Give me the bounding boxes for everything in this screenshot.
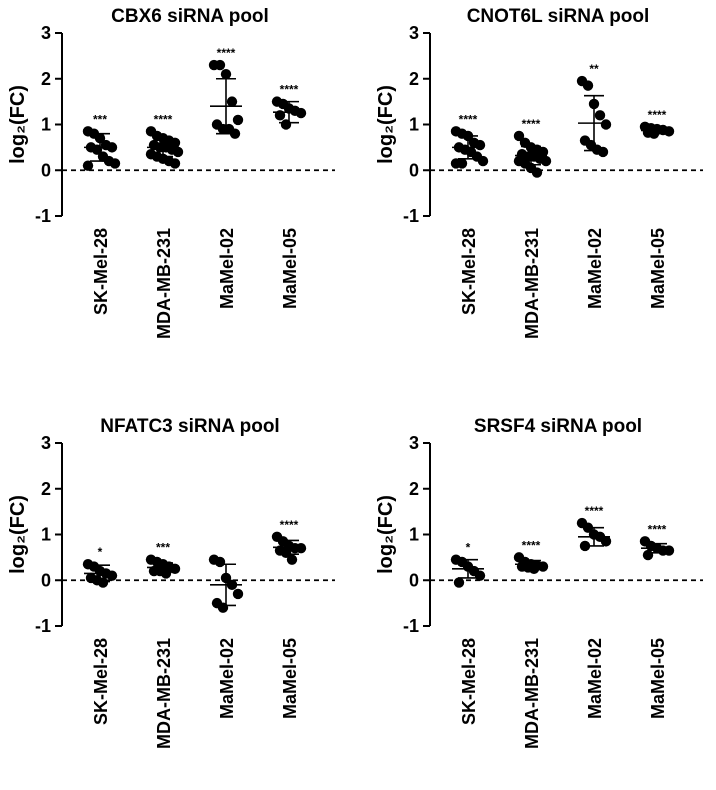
y-tick-label: 0 <box>41 570 51 590</box>
data-point <box>597 146 609 158</box>
data-point <box>232 588 244 600</box>
x-tick-label: MaMel-02 <box>217 228 237 309</box>
significance-label: *** <box>93 112 107 126</box>
y-tick-label: 0 <box>409 570 419 590</box>
y-tick-label: 2 <box>409 69 419 89</box>
panel-title: SRSF4 siRNA pool <box>474 416 642 437</box>
y-tick-label: 1 <box>409 115 419 135</box>
y-tick-label: 1 <box>41 525 51 545</box>
x-tick-label: MaMel-05 <box>648 638 668 719</box>
data-point <box>226 96 238 107</box>
data-point <box>582 80 594 91</box>
significance-label: **** <box>648 522 667 536</box>
significance-label: **** <box>459 112 478 126</box>
data-point <box>456 158 468 169</box>
y-axis-label: log₂(FC) <box>7 85 29 164</box>
x-tick-label: SK-Mel-28 <box>459 638 479 725</box>
y-tick-label: 3 <box>409 23 419 43</box>
y-tick-label: 1 <box>409 525 419 545</box>
significance-label: **** <box>217 46 236 60</box>
y-axis-label: log₂(FC) <box>375 495 397 574</box>
panel-title: NFATC3 siRNA pool <box>100 416 279 437</box>
data-point <box>600 536 612 547</box>
panel: CNOT6L siRNA pool log₂(FC) -1 0 1 2 3 SK-Mel-28… <box>375 6 703 339</box>
data-point <box>220 68 232 80</box>
y-tick-label: -1 <box>35 206 51 226</box>
data-point <box>106 570 118 581</box>
data-point <box>214 59 226 71</box>
panel: NFATC3 siRNA pool log₂(FC) -1 0 1 2 3 SK-Mel-28… <box>7 416 335 749</box>
data-point <box>109 158 121 169</box>
y-tick-label: 3 <box>41 23 51 43</box>
y-tick-label: 1 <box>41 115 51 135</box>
data-point <box>295 543 307 554</box>
x-tick-label: MaMel-02 <box>585 638 605 719</box>
data-point <box>474 570 486 581</box>
data-point <box>453 577 465 588</box>
significance-label: **** <box>280 518 299 532</box>
data-point <box>540 155 552 167</box>
y-tick-label: -1 <box>35 616 51 636</box>
x-tick-label: MaMel-05 <box>648 228 668 309</box>
significance-label: **** <box>280 83 299 97</box>
y-tick-label: 0 <box>41 160 51 180</box>
data-point <box>295 107 307 119</box>
y-tick-label: 3 <box>409 433 419 453</box>
x-tick-label: MaMel-05 <box>280 228 300 309</box>
x-tick-label: MaMel-05 <box>280 638 300 719</box>
panel-title: CBX6 siRNA pool <box>111 6 269 27</box>
significance-label: **** <box>648 108 667 122</box>
y-tick-label: 2 <box>409 479 419 499</box>
panel-title: CNOT6L siRNA pool <box>467 6 650 27</box>
y-tick-label: 2 <box>41 479 51 499</box>
significance-label: **** <box>522 538 541 552</box>
data-point <box>474 139 486 151</box>
y-tick-label: -1 <box>403 206 419 226</box>
significance-label: ** <box>589 62 599 76</box>
data-point <box>531 167 543 178</box>
data-point <box>663 545 675 556</box>
y-tick-label: 3 <box>41 433 51 453</box>
data-point <box>600 119 612 130</box>
x-tick-label: MDA-MB-231 <box>154 228 174 339</box>
x-tick-label: SK-Mel-28 <box>91 638 111 725</box>
x-tick-label: SK-Mel-28 <box>459 228 479 315</box>
y-tick-label: -1 <box>403 616 419 636</box>
x-tick-label: MaMel-02 <box>585 228 605 309</box>
data-point <box>169 158 181 169</box>
significance-label: * <box>466 541 471 555</box>
significance-label: * <box>98 545 103 559</box>
significance-label: **** <box>154 112 173 126</box>
data-point <box>477 155 489 167</box>
x-tick-label: MDA-MB-231 <box>522 228 542 339</box>
y-axis-label: log₂(FC) <box>7 495 29 574</box>
x-tick-label: MDA-MB-231 <box>522 638 542 749</box>
data-point <box>537 561 549 572</box>
panel: CBX6 siRNA pool log₂(FC) -1 0 1 2 3 SK-Mel-28 **… <box>7 6 335 339</box>
data-point <box>214 556 226 568</box>
data-point <box>286 554 298 565</box>
y-tick-label: 0 <box>409 160 419 180</box>
x-tick-label: SK-Mel-28 <box>91 228 111 315</box>
y-axis-label: log₂(FC) <box>375 85 397 164</box>
x-tick-label: MDA-MB-231 <box>154 638 174 749</box>
data-point <box>172 146 184 158</box>
significance-label: *** <box>156 541 170 555</box>
y-tick-label: 2 <box>41 69 51 89</box>
data-point <box>642 549 654 561</box>
data-point <box>82 160 94 171</box>
panel: SRSF4 siRNA pool log₂(FC) -1 0 1 2 3 SK-Mel-28 *… <box>375 416 703 749</box>
significance-label: **** <box>522 117 541 131</box>
data-point <box>232 114 244 126</box>
x-tick-label: MaMel-02 <box>217 638 237 719</box>
data-point <box>513 130 525 142</box>
significance-label: **** <box>585 504 604 518</box>
data-point <box>594 110 606 121</box>
